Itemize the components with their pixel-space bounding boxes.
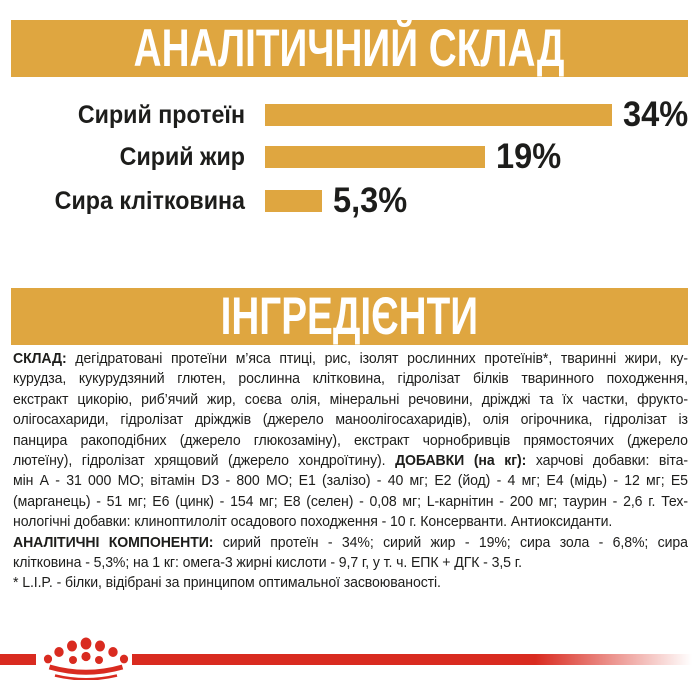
chart-bar	[265, 190, 322, 212]
royal-canin-crown-logo	[43, 637, 129, 680]
chart-row: Сирий протеїн 34%	[0, 95, 700, 134]
ingredients-line: екстракт цикорію, риб’ячий жир, соєва ол…	[13, 390, 688, 410]
chart-row: Сира клітковина 5,3%	[0, 181, 700, 220]
ingredients-banner-title: ІНГРЕДІЄНТИ	[220, 287, 479, 346]
ingredients-segment: дегідратовані протеїни м’яса птиці, рис,…	[75, 350, 688, 367]
ingredients-line: лютеїну), гідролізат хрящовий (джерело х…	[13, 451, 688, 471]
ingredients-line: АНАЛІТИЧНІ КОМПОНЕНТИ: сирий протеїн - 3…	[13, 533, 688, 553]
ingredients-segment: * L.I.P. - білки, відібрані за принципом…	[13, 574, 441, 592]
ingredients-line: * L.I.P. - білки, відібрані за принципом…	[13, 573, 688, 593]
ingredients-segment: клітковина - 5,3%; на 1 кг: омега-3 жирн…	[13, 553, 522, 571]
crown-thin-arc	[54, 674, 118, 680]
chart-bar	[265, 146, 485, 168]
ingredients-line: панцира ракоподібних (джерело глюкозамін…	[13, 431, 688, 451]
ingredients-line: клітковина - 5,3%; на 1 кг: омега-3 жирн…	[13, 553, 688, 573]
ingredients-line: (марганець) - 51 мг; Е6 (цинк) - 154 мг;…	[13, 492, 688, 512]
ingredients-segment: лютеїну), гідролізат хрящовий (джерело х…	[13, 451, 396, 469]
chart-row-label: Сирий протеїн	[77, 100, 245, 129]
chart-bar	[265, 104, 612, 126]
ingredients-line: нологічні добавки: клиноптилоліт осадово…	[13, 512, 688, 532]
ingredients-segment: курудза, кукурудзяний глютен, рослинна к…	[13, 370, 688, 388]
ingredients-segment: панцира ракоподібних (джерело глюкозамін…	[13, 431, 688, 449]
ingredients-segment: (марганець) - 51 мг; Е6 (цинк) - 154 мг;…	[13, 492, 688, 510]
ingredients-line: олігосахариди, гідролізат дріжджів (джер…	[13, 410, 688, 430]
ingredients-segment: мін А - 31 000 МО; вітамін D3 - 800 МО; …	[13, 472, 688, 490]
chart-bar-value: 5,3%	[333, 181, 408, 220]
ingredients-banner: ІНГРЕДІЄНТИ	[11, 288, 688, 345]
ingredients-line: мін А - 31 000 МО; вітамін D3 - 800 МО; …	[13, 471, 688, 491]
ingredients-text-block: СКЛАД: дегідратовані протеїни м’яса птиц…	[13, 349, 688, 594]
chart-row-label: Сира клітковина	[54, 186, 246, 215]
ingredients-line: СКЛАД: дегідратовані протеїни м’яса птиц…	[13, 349, 688, 369]
ingredients-line: курудза, кукурудзяний глютен, рослинна к…	[13, 369, 688, 389]
crown-band-arc	[48, 664, 124, 675]
ingredients-bold-segment: СКЛАД:	[13, 350, 76, 367]
analytical-composition-banner: АНАЛІТИЧНИЙ СКЛАД	[11, 20, 688, 77]
chart-bar-value: 34%	[623, 95, 689, 134]
chart-bar-value: 19%	[496, 137, 562, 176]
footer-stripe-right	[132, 654, 692, 665]
ingredients-segment: харчові добавки: віта-	[535, 451, 688, 469]
ingredients-segment: олігосахариди, гідролізат дріжджів (джер…	[13, 411, 688, 429]
crown-dots	[43, 637, 129, 664]
ingredients-bold-segment: ДОБАВКИ (на кг):	[395, 451, 536, 469]
ingredients-segment: сирий протеїн - 34%; сирий жир - 19%; си…	[222, 533, 688, 551]
ingredients-segment: екстракт цикорію, риб’ячий жир, соєва ол…	[13, 390, 688, 408]
analytical-banner-title: АНАЛІТИЧНИЙ СКЛАД	[134, 19, 565, 78]
chart-row: Сирий жир 19%	[0, 137, 700, 176]
ingredients-segment: нологічні добавки: клиноптилоліт осадово…	[13, 513, 613, 531]
ingredients-bold-segment: АНАЛІТИЧНІ КОМПОНЕНТИ:	[13, 533, 223, 551]
chart-row-label: Сирий жир	[119, 142, 245, 171]
footer-stripe-left	[0, 654, 36, 665]
